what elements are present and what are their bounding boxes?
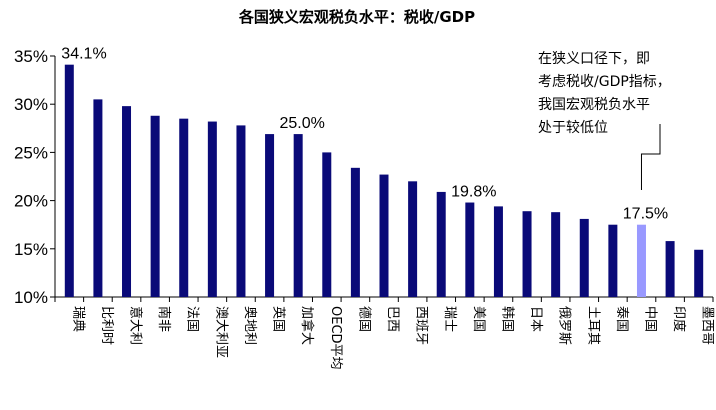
bar-泰国 bbox=[608, 224, 618, 297]
x-axis bbox=[54, 296, 714, 302]
data-labels: 34.1% 25.0% 19.8% 17.5% bbox=[61, 46, 668, 223]
bar-美国 bbox=[465, 202, 475, 297]
x-tick-label: 印度 bbox=[671, 306, 687, 332]
bar-法国 bbox=[179, 118, 189, 297]
data-label: 34.1% bbox=[61, 46, 106, 63]
bar-瑞士 bbox=[436, 191, 446, 297]
x-tick-label: 澳大利亚 bbox=[213, 306, 229, 358]
x-tick-label: 比利时 bbox=[99, 306, 114, 345]
x-tick-label: 美国 bbox=[471, 306, 486, 332]
bar-OECD平均 bbox=[322, 152, 332, 297]
y-tick-label: 15% bbox=[14, 240, 48, 259]
y-tick-label: 20% bbox=[14, 192, 48, 211]
x-tick-label: OECD平均 bbox=[328, 306, 343, 370]
bar-瑞典 bbox=[64, 64, 74, 298]
data-label: 25.0% bbox=[279, 115, 324, 132]
bar-巴西 bbox=[379, 174, 389, 297]
y-tick-label: 35% bbox=[14, 47, 48, 66]
bar-韩国 bbox=[493, 206, 503, 297]
bar-土耳其 bbox=[579, 218, 589, 297]
x-tick-label: 中国 bbox=[642, 306, 657, 332]
x-tick-label: 英国 bbox=[271, 306, 286, 332]
bar-俄罗斯 bbox=[551, 212, 561, 297]
annotation-connector bbox=[640, 124, 661, 190]
bar-西班牙 bbox=[408, 181, 418, 297]
y-axis: 10% 15% 20% 25% 30% 35% bbox=[14, 47, 56, 307]
bar-南非 bbox=[150, 115, 160, 297]
x-tick-label: 俄罗斯 bbox=[557, 306, 572, 345]
x-tick-label: 墨西哥 bbox=[700, 306, 715, 345]
x-tick-label: 土耳其 bbox=[585, 306, 600, 345]
x-tick-label: 瑞士 bbox=[442, 306, 457, 332]
annotation-line: 处于较低位 bbox=[538, 120, 608, 136]
x-tick-label: 加拿大 bbox=[299, 306, 315, 345]
annotation-line: 考虑税收/GDP指标， bbox=[538, 74, 671, 90]
x-tick-label: 意大利 bbox=[128, 306, 144, 345]
x-tick-label: 巴西 bbox=[385, 306, 400, 332]
bar-中国 bbox=[636, 224, 646, 297]
x-tick-label: 南非 bbox=[156, 306, 172, 332]
bar-英国 bbox=[265, 134, 275, 297]
bars bbox=[64, 64, 704, 298]
x-tick-label: 德国 bbox=[356, 306, 371, 332]
x-tick-label: 法国 bbox=[185, 306, 200, 332]
x-tick-labels: 瑞典 比利时 意大利 南非 法国 澳大利亚 奥地利 英国 加拿大 OECD平均 德国 巴西 西班牙 瑞士美… bbox=[70, 306, 714, 370]
x-tick-label: 韩国 bbox=[499, 306, 514, 332]
bar-墨西哥 bbox=[694, 249, 704, 297]
x-tick-label: 泰国 bbox=[614, 306, 629, 332]
x-tick-label: 奥地利 bbox=[242, 306, 257, 345]
y-tick-label: 10% bbox=[14, 288, 48, 307]
bar-比利时 bbox=[93, 99, 103, 297]
y-tick-label: 30% bbox=[14, 95, 48, 114]
bar-印度 bbox=[665, 241, 675, 297]
bar-澳大利亚 bbox=[207, 121, 217, 297]
annotation-line: 我国宏观税负水平 bbox=[538, 97, 650, 113]
data-label: 17.5% bbox=[623, 206, 668, 223]
x-tick-label: 日本 bbox=[528, 306, 543, 332]
chart-title: 各国狭义宏观税负水平：税收/GDP bbox=[238, 8, 475, 26]
y-tick-label: 25% bbox=[14, 143, 48, 162]
bar-加拿大 bbox=[293, 134, 303, 297]
bar-意大利 bbox=[122, 106, 132, 298]
x-tick-label: 瑞典 bbox=[70, 306, 85, 332]
bar-德国 bbox=[350, 167, 360, 297]
annotation-line: 在狭义口径下，即 bbox=[538, 51, 650, 67]
bar-奥地利 bbox=[236, 125, 246, 298]
bar-日本 bbox=[522, 211, 532, 297]
x-tick-label: 西班牙 bbox=[414, 306, 429, 345]
data-label: 19.8% bbox=[451, 184, 496, 201]
